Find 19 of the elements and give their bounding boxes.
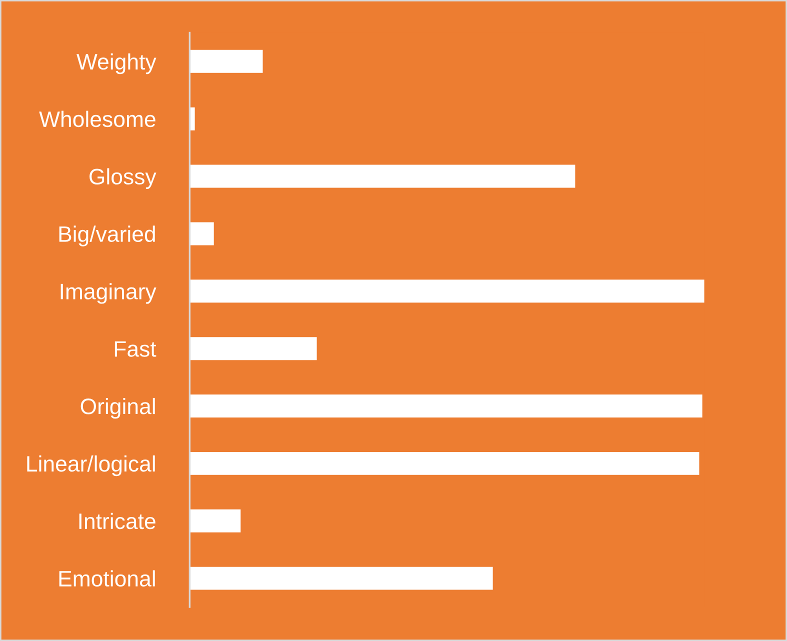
bar: [190, 566, 493, 590]
bar: [190, 50, 263, 73]
y-tick-label: Emotional: [59, 570, 155, 587]
y-tick-label: Wholesome: [39, 110, 156, 128]
bar: [190, 509, 241, 532]
bar: [190, 280, 704, 303]
bar: [190, 337, 317, 360]
y-tick-label: Intricate: [79, 512, 156, 530]
y-tick-label: Original: [80, 398, 155, 419]
bar: [190, 222, 214, 246]
bar: [190, 394, 702, 418]
bar: [190, 452, 700, 475]
y-tick-label: Imaginary: [60, 283, 156, 304]
y-tick-label: Weighty: [76, 53, 156, 74]
y-tick-label: Fast: [114, 341, 156, 357]
bar: [190, 164, 576, 188]
y-tick-label: Linear/logical: [27, 455, 155, 476]
y-tick-label: Big/varied: [59, 226, 155, 246]
y-tick-label: Glossy: [90, 168, 156, 189]
